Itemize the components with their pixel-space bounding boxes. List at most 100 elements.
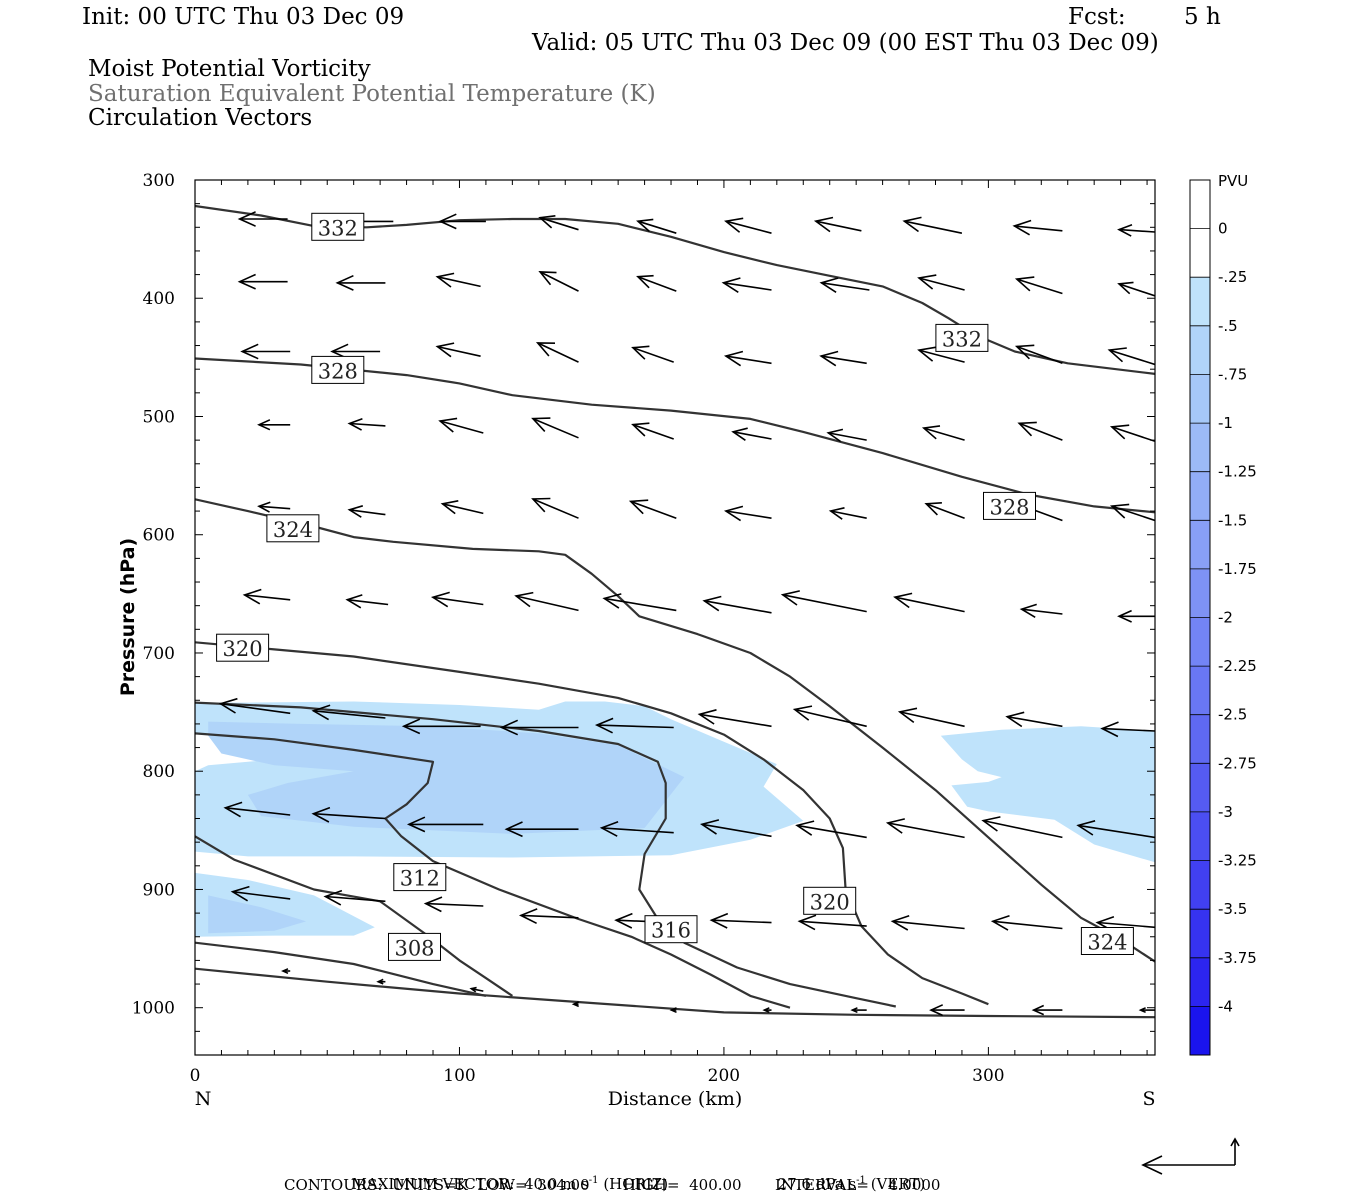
circulation-vector [435,342,481,358]
circulation-vector [430,591,484,608]
footer-vert-value: 27.6 dPa s [777,1175,857,1193]
theta-es-contour [195,357,1155,514]
circulation-vector [223,801,291,818]
footer-horiz-tag: (HORIZ) [603,1175,669,1193]
circulation-vector [780,590,867,613]
contour-label: 316 [644,915,698,944]
circulation-vector [981,816,1063,839]
pv-shaded-region [208,721,685,834]
circulation-vector [1031,1004,1063,1016]
circulation-vector [917,274,965,291]
circulation-vector [538,215,579,231]
field-title-vectors: Circulation Vectors [88,105,313,131]
circulation-vector [218,697,291,715]
svg-text:316: 316 [651,919,691,943]
circulation-vector [1017,421,1063,441]
circulation-vector [311,806,386,823]
colorbar-label: -3.75 [1218,949,1257,967]
y-tick-label: 1000 [132,999,175,1019]
circulation-vector [1109,424,1155,443]
circulation-vector [237,211,288,227]
circulation-vector [538,271,579,292]
circulation-vector [401,718,481,735]
circulation-vector [795,820,867,839]
circulation-vector [347,417,386,431]
footer-max-vector: MAXIMUM VECTOR: 40.0 m s-1 (HORIZ) [342,1157,669,1193]
circulation-vector [628,499,677,519]
circulation-vector [902,216,963,234]
footer-max-vector-vert: 27.6 dPa s-1 (VERT) [768,1157,926,1193]
circulation-vector [323,889,386,906]
circulation-vector [1109,503,1155,522]
circulation-vector [731,427,772,441]
circulation-vector [406,816,484,833]
circulation-vector [709,912,772,929]
circulation-vector [599,821,674,837]
y-tick-label: 500 [143,408,175,428]
colorbar-label: -2 [1218,609,1233,627]
circulation-vector [571,1001,580,1008]
circulation-vector [240,343,291,360]
circulation-vector [850,1007,867,1014]
colorbar-label: 0 [1218,220,1228,238]
header-valid: Valid: 05 UTC Thu 03 Dec 09 (00 EST Thu … [532,30,1159,56]
contour-label: 320 [216,633,270,662]
x-tick-label: 100 [443,1066,475,1086]
svg-text:324: 324 [1087,931,1127,955]
colorbar-label: -3.5 [1218,900,1247,918]
circulation-vector [762,1007,772,1014]
colorbar-swatch [1190,811,1210,862]
circulation-vector [702,595,772,614]
circulation-vector [893,592,965,613]
footer-vert-exponent: -1 [856,1175,866,1186]
pv-shaded-region [940,726,1155,863]
colorbar-label: -1.75 [1218,560,1257,578]
colorbar-label: -2.25 [1218,657,1257,675]
theta-es-contour [195,498,1155,963]
contour-label: 312 [393,863,447,892]
header-fcst-label: Fcst: [1068,4,1126,30]
circulation-vector [819,277,870,293]
footer-contours: CONTOURS: UNITS=K LOW= 304.00 HIGH= 400.… [284,1176,941,1194]
x-axis-south-label: S [1142,1088,1155,1110]
circulation-vector [929,1004,965,1017]
circulation-vector [792,705,867,728]
circulation-vector [1107,347,1155,366]
colorbar-swatch [1190,957,1210,1007]
contour-label: 320 [803,886,857,915]
circulation-vector [819,350,867,367]
x-tick-label: 0 [190,1066,201,1086]
circulation-vector [1014,276,1063,295]
svg-text:312: 312 [400,867,440,891]
colorbar-label: -4 [1218,997,1233,1015]
circulation-vector [797,914,867,931]
footer-vert-tag: (VERT) [870,1175,926,1193]
circulation-vector [257,419,291,431]
svg-text:308: 308 [394,936,434,960]
circulation-vector [499,719,579,736]
circulation-vector [917,346,965,363]
colorbar-swatch [1190,714,1210,764]
svg-text:320: 320 [223,637,263,661]
contour-label: 328 [983,491,1036,520]
circulation-vector [924,502,965,519]
circulation-vector [697,709,772,728]
circulation-vector [531,417,579,439]
circulation-vector [1005,711,1063,728]
circulation-vector [897,707,965,728]
theta-es-contour [195,641,989,1006]
circulation-vector [438,417,484,434]
header-fcst-value: 5 h [1184,4,1221,30]
circulation-vector [335,274,386,291]
x-axis-north-label: N [195,1088,212,1110]
circulation-vector [723,350,772,367]
plot-frame [194,179,1156,1056]
circulation-vector [594,717,674,734]
circulation-vector [699,819,772,838]
circulation-vector [631,422,674,440]
circulation-vector [311,704,386,721]
colorbar-swatch [1190,763,1210,813]
circulation-vector [1019,603,1063,618]
footer-horiz-value: 40.0 m s [523,1175,589,1193]
header-init: Init: 00 UTC Thu 03 Dec 09 [82,4,405,30]
